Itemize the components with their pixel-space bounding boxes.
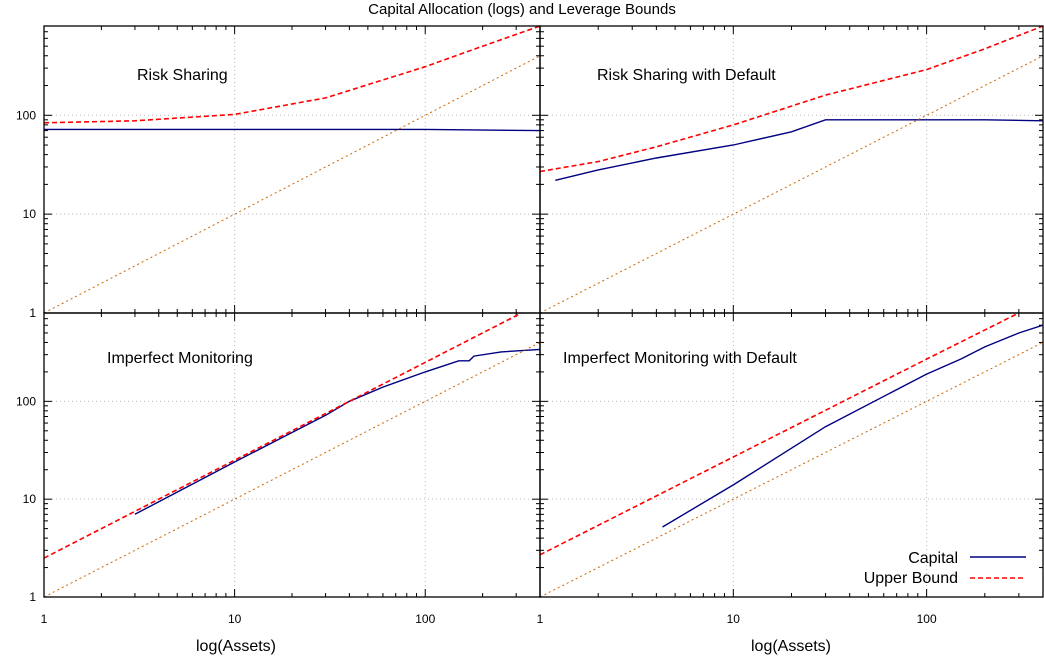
capital-series-line [555,119,1043,181]
figure-title: Capital Allocation (logs) and Leverage B… [368,1,676,18]
legend-label-capital: Capital [908,550,958,567]
capital-series-line [662,324,1043,528]
reference-series-line [540,55,1043,313]
y-tick-label: 100 [16,394,36,408]
legend-label-upper-bound: Upper Bound [864,570,958,587]
x-tick-label: 100 [917,612,937,626]
capital-series-line [44,128,540,132]
y-tick-label: 1 [29,590,36,604]
upper-bound-series-line [44,26,540,124]
panel-title: Imperfect Monitoring [107,350,253,367]
upper-bound-series-line [540,26,1043,173]
y-tick-label: 1 [29,306,36,320]
panel-frame [43,25,541,314]
y-tick-label: 100 [16,108,36,122]
x-axis-label-right: log(Assets) [750,638,832,655]
x-tick-label: 100 [415,612,435,626]
panel-imperfect-monitoring-default: 1 10 100 Imperfect Monitoring with Default [537,312,1044,626]
upper-bound-series-line [540,313,1020,556]
panel-title: Risk Sharing [137,67,228,84]
reference-series-line [44,55,540,313]
panel-risk-sharing-default: Risk Sharing with Default [539,25,1044,314]
panel-title: Imperfect Monitoring with Default [563,350,797,367]
panel-frame [539,312,1044,598]
capital-series-line [134,348,540,515]
panel-risk-sharing: 1 10 100 Risk Sharing [16,25,541,320]
x-tick-label: 1 [537,612,544,626]
x-tick-label: 10 [228,612,242,626]
panel-imperfect-monitoring: 1 10 100 1 10 100 Imperfect Monitoring [16,312,541,626]
y-tick-label: 10 [23,207,37,221]
x-axis-label-left: log(Assets) [195,638,277,655]
legend: Capital Upper Bound [864,550,1026,587]
x-tick-label: 10 [727,612,741,626]
reference-series-line [44,341,540,597]
y-tick-label: 10 [23,492,37,506]
reference-series-line [540,341,1043,597]
panel-title: Risk Sharing with Default [597,67,776,84]
x-tick-label: 1 [41,612,48,626]
upper-bound-series-line [44,313,522,559]
